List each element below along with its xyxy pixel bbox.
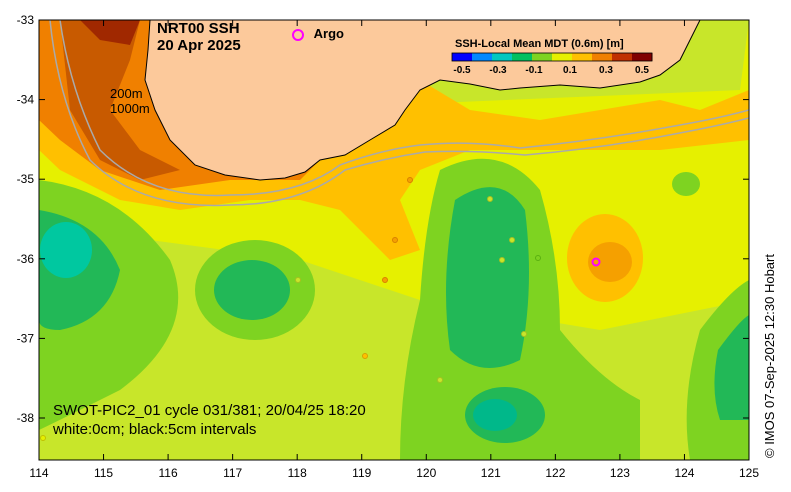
argo-float-marker[interactable]: [591, 257, 601, 267]
ssh-zone-darkbrown: [80, 20, 140, 45]
argo-legend-label: Argo: [313, 26, 344, 41]
contour-200m: [59, 20, 749, 197]
colorbar: -0.5 -0.3 -0.1 0.1 0.3 0.5: [451, 52, 653, 76]
imos-credit: © IMOS 07-Sep-2025 12:30 Hobart: [762, 254, 777, 458]
lon-tick-label: 120: [416, 466, 436, 480]
lat-tick-label: -38: [17, 411, 35, 425]
colorbar-swatch: [612, 53, 633, 61]
contour-legend: 200m 1000m: [110, 86, 150, 116]
ssh-zone-brown: [60, 20, 180, 180]
ssh-eddy-darkgreen-mid: [214, 260, 290, 320]
lon-tick-label: 125: [739, 466, 759, 480]
colorbar-tick-label: 0.3: [599, 65, 613, 76]
colorbar-swatch: [492, 53, 513, 61]
lon-tick-label: 121: [481, 466, 501, 480]
map-title-product: NRT00 SSH: [157, 20, 240, 37]
colorbar-swatch: [552, 53, 573, 61]
colorbar-tick-label: -0.3: [489, 65, 507, 76]
map-title: NRT00 SSH 20 Apr 2025: [157, 20, 241, 54]
argo-legend: Argo: [292, 26, 344, 41]
ssh-zone-darkgreen-central: [446, 187, 529, 368]
lon-tick-label: 123: [610, 466, 630, 480]
colorbar-swatch: [472, 53, 493, 61]
colorbar-tick-label: 0.1: [563, 65, 577, 76]
argo-legend-icon: [292, 28, 304, 41]
plot-frame: [38, 19, 750, 461]
colorbar-swatch: [632, 53, 653, 61]
colorbar-frame: [451, 52, 653, 62]
lat-tick-label: -35: [17, 172, 35, 186]
map-title-date: 20 Apr 2025: [157, 37, 241, 54]
ssh-eddy-small-east: [672, 172, 700, 196]
swot-info: SWOT-PIC2_01 cycle 031/381; 20/04/25 18:…: [53, 401, 366, 439]
swot-points: [40, 177, 541, 441]
ssh-zone-darkgreen-east: [714, 315, 749, 420]
lon-tick-label: 114: [29, 466, 48, 480]
colorbar-swatch: [532, 53, 553, 61]
colorbar-swatch: [572, 53, 593, 61]
lon-axis: 114 115 116 117 118 119 120 121 122 123 124 125: [29, 20, 759, 480]
lon-tick-label: 116: [159, 466, 178, 480]
lon-tick-label: 122: [545, 466, 565, 480]
colorbar-swatch: [512, 53, 533, 61]
colorbar-swatch: [452, 53, 473, 61]
lon-tick-label: 117: [223, 466, 242, 480]
lon-tick-label: 119: [352, 466, 371, 480]
swot-cycle-text: SWOT-PIC2_01 cycle 031/381; 20/04/25 18:…: [53, 402, 366, 419]
lat-tick-label: -37: [17, 331, 35, 345]
contour-200m-label: 200m: [110, 86, 143, 101]
ssh-eddy-warm-core: [588, 242, 632, 282]
lon-tick-label: 124: [674, 466, 694, 480]
contour-1000m: [49, 20, 749, 207]
contour-1000m-label: 1000m: [110, 101, 150, 116]
colorbar-tick-label: 0.5: [635, 65, 649, 76]
colorbar-tick-label: -0.1: [525, 65, 543, 76]
lon-tick-label: 115: [94, 466, 113, 480]
ssh-zone-teal-south: [473, 399, 517, 431]
lat-tick-label: -33: [17, 13, 35, 27]
lat-tick-label: -34: [17, 93, 35, 107]
colorbar-swatch: [592, 53, 613, 61]
lat-tick-label: -36: [17, 252, 35, 266]
colorbar-tick-label: -0.5: [453, 65, 471, 76]
colorbar-title: SSH-Local Mean MDT (0.6m) [m]: [455, 38, 624, 50]
swot-contour-text: white:0cm; black:5cm intervals: [53, 421, 257, 438]
ssh-eddy-cyan: [40, 222, 92, 278]
lat-axis: -33 -34 -35 -36 -37 -38: [17, 13, 749, 425]
lon-tick-label: 118: [288, 466, 307, 480]
